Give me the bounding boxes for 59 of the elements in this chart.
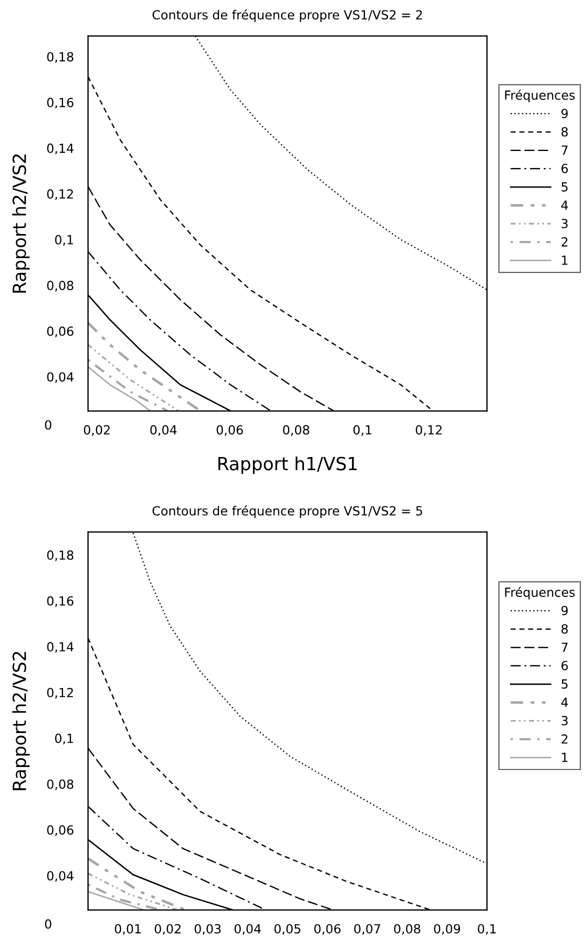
- x-tick-label: 0,12: [416, 425, 442, 436]
- legend-label: 8: [562, 127, 568, 137]
- x-tick-label: 0,1: [353, 425, 372, 436]
- y-tick-label: 0,08: [47, 280, 74, 292]
- y-tick-label: 0,12: [47, 688, 73, 699]
- x-tick-label: 0,09: [434, 924, 460, 935]
- y-tick-label: 0,1: [55, 235, 74, 246]
- legend-label: 3: [562, 716, 568, 726]
- chart-title: Contours de fréquence propre VS1/VS2 = 5: [152, 505, 422, 518]
- x-axis-title: Rapport h1/VS1: [218, 456, 357, 474]
- legend-label: 4: [561, 698, 568, 707]
- legend-label: 1: [562, 752, 568, 762]
- x-tick-label: 0,08: [394, 924, 420, 935]
- x-tick-label: 0,04: [234, 924, 261, 935]
- y-axis-title: Rapport h2/VS2: [12, 154, 30, 293]
- x-tick-label: 0,1: [478, 924, 496, 935]
- x-tick-label: 0,06: [314, 924, 341, 935]
- legend-label: 9: [561, 606, 568, 616]
- legend-title: Fréquences: [505, 90, 575, 102]
- text: 0: [45, 420, 52, 430]
- x-tick-label: 0,04: [150, 425, 177, 436]
- y-tick-label: 0,14: [47, 642, 74, 653]
- y-tick-label: 0,1: [55, 734, 74, 744]
- y-tick-label: 0,16: [47, 596, 74, 607]
- x-tick-label: 0,08: [283, 425, 310, 436]
- legend-label: 9: [561, 108, 568, 118]
- x-tick-label: 0,05: [274, 924, 300, 935]
- legend-label: 3: [562, 218, 568, 228]
- legend-label: 2: [562, 734, 568, 744]
- y-tick-label: 0,04: [47, 871, 74, 882]
- y-tick-label: 0,16: [47, 98, 74, 109]
- x-tick-label: 0,07: [354, 924, 380, 935]
- x-tick-label: 0,06: [216, 425, 243, 436]
- x-tick-label: 0,02: [84, 425, 110, 436]
- y-tick-label: 0,18: [47, 550, 74, 562]
- legend-label: 5: [562, 182, 568, 192]
- legend-label: 5: [562, 679, 568, 689]
- y-axis-title: Rapport h2/VS2: [12, 652, 30, 790]
- legend-title: Fréquences: [505, 586, 575, 600]
- legend-label: 8: [562, 624, 568, 634]
- legend-label: 4: [561, 200, 568, 210]
- text: 0: [45, 919, 52, 929]
- legend-label: 1: [562, 256, 568, 265]
- legend-label: 7: [562, 642, 568, 652]
- x-tick-label: 0,03: [194, 924, 221, 935]
- chart-title: Contours de fréquence propre VS1/VS2 = 2: [152, 9, 422, 22]
- y-tick-label: 0,12: [47, 189, 73, 200]
- x-tick-label: 0,01: [114, 924, 141, 935]
- y-tick-label: 0,04: [47, 372, 74, 383]
- y-tick-label: 0,18: [47, 52, 74, 63]
- x-tick-label: 0,02: [154, 924, 180, 935]
- y-tick-label: 0,06: [47, 326, 74, 338]
- legend-label: 6: [562, 164, 568, 174]
- y-tick-label: 0,14: [47, 144, 74, 154]
- legend-label: 2: [562, 237, 568, 246]
- y-tick-label: 0,08: [47, 779, 74, 790]
- legend-label: 6: [562, 660, 568, 670]
- legend-label: 7: [562, 146, 568, 155]
- y-tick-label: 0,06: [47, 825, 74, 836]
